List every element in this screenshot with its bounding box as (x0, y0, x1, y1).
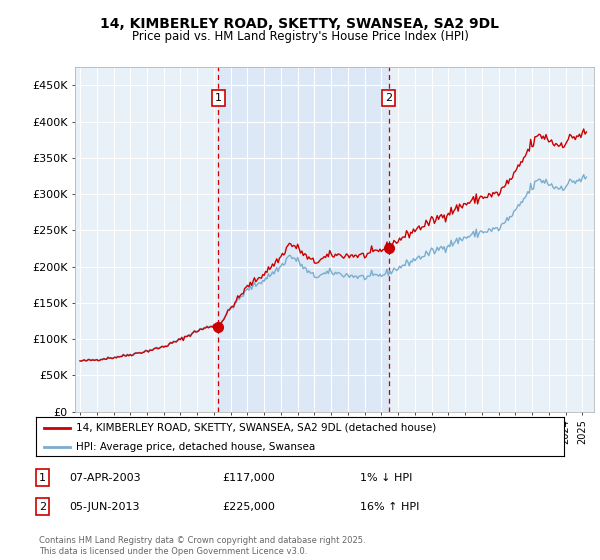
Text: 1: 1 (39, 473, 46, 483)
Text: HPI: Average price, detached house, Swansea: HPI: Average price, detached house, Swan… (76, 442, 315, 451)
Text: 2: 2 (39, 502, 46, 512)
Text: 1% ↓ HPI: 1% ↓ HPI (360, 473, 412, 483)
Bar (218, 67, 389, 412)
Text: 07-APR-2003: 07-APR-2003 (69, 473, 140, 483)
Text: 1: 1 (215, 93, 222, 103)
Text: 14, KIMBERLEY ROAD, SKETTY, SWANSEA, SA2 9DL: 14, KIMBERLEY ROAD, SKETTY, SWANSEA, SA2… (101, 16, 499, 30)
Text: £117,000: £117,000 (222, 473, 275, 483)
Text: £225,000: £225,000 (222, 502, 275, 512)
Text: Contains HM Land Registry data © Crown copyright and database right 2025.
This d: Contains HM Land Registry data © Crown c… (39, 536, 365, 556)
Text: 05-JUN-2013: 05-JUN-2013 (69, 502, 139, 512)
Text: 16% ↑ HPI: 16% ↑ HPI (360, 502, 419, 512)
Text: 2: 2 (385, 93, 392, 103)
Text: 14, KIMBERLEY ROAD, SKETTY, SWANSEA, SA2 9DL (detached house): 14, KIMBERLEY ROAD, SKETTY, SWANSEA, SA2… (76, 423, 436, 433)
Text: Price paid vs. HM Land Registry's House Price Index (HPI): Price paid vs. HM Land Registry's House … (131, 30, 469, 43)
